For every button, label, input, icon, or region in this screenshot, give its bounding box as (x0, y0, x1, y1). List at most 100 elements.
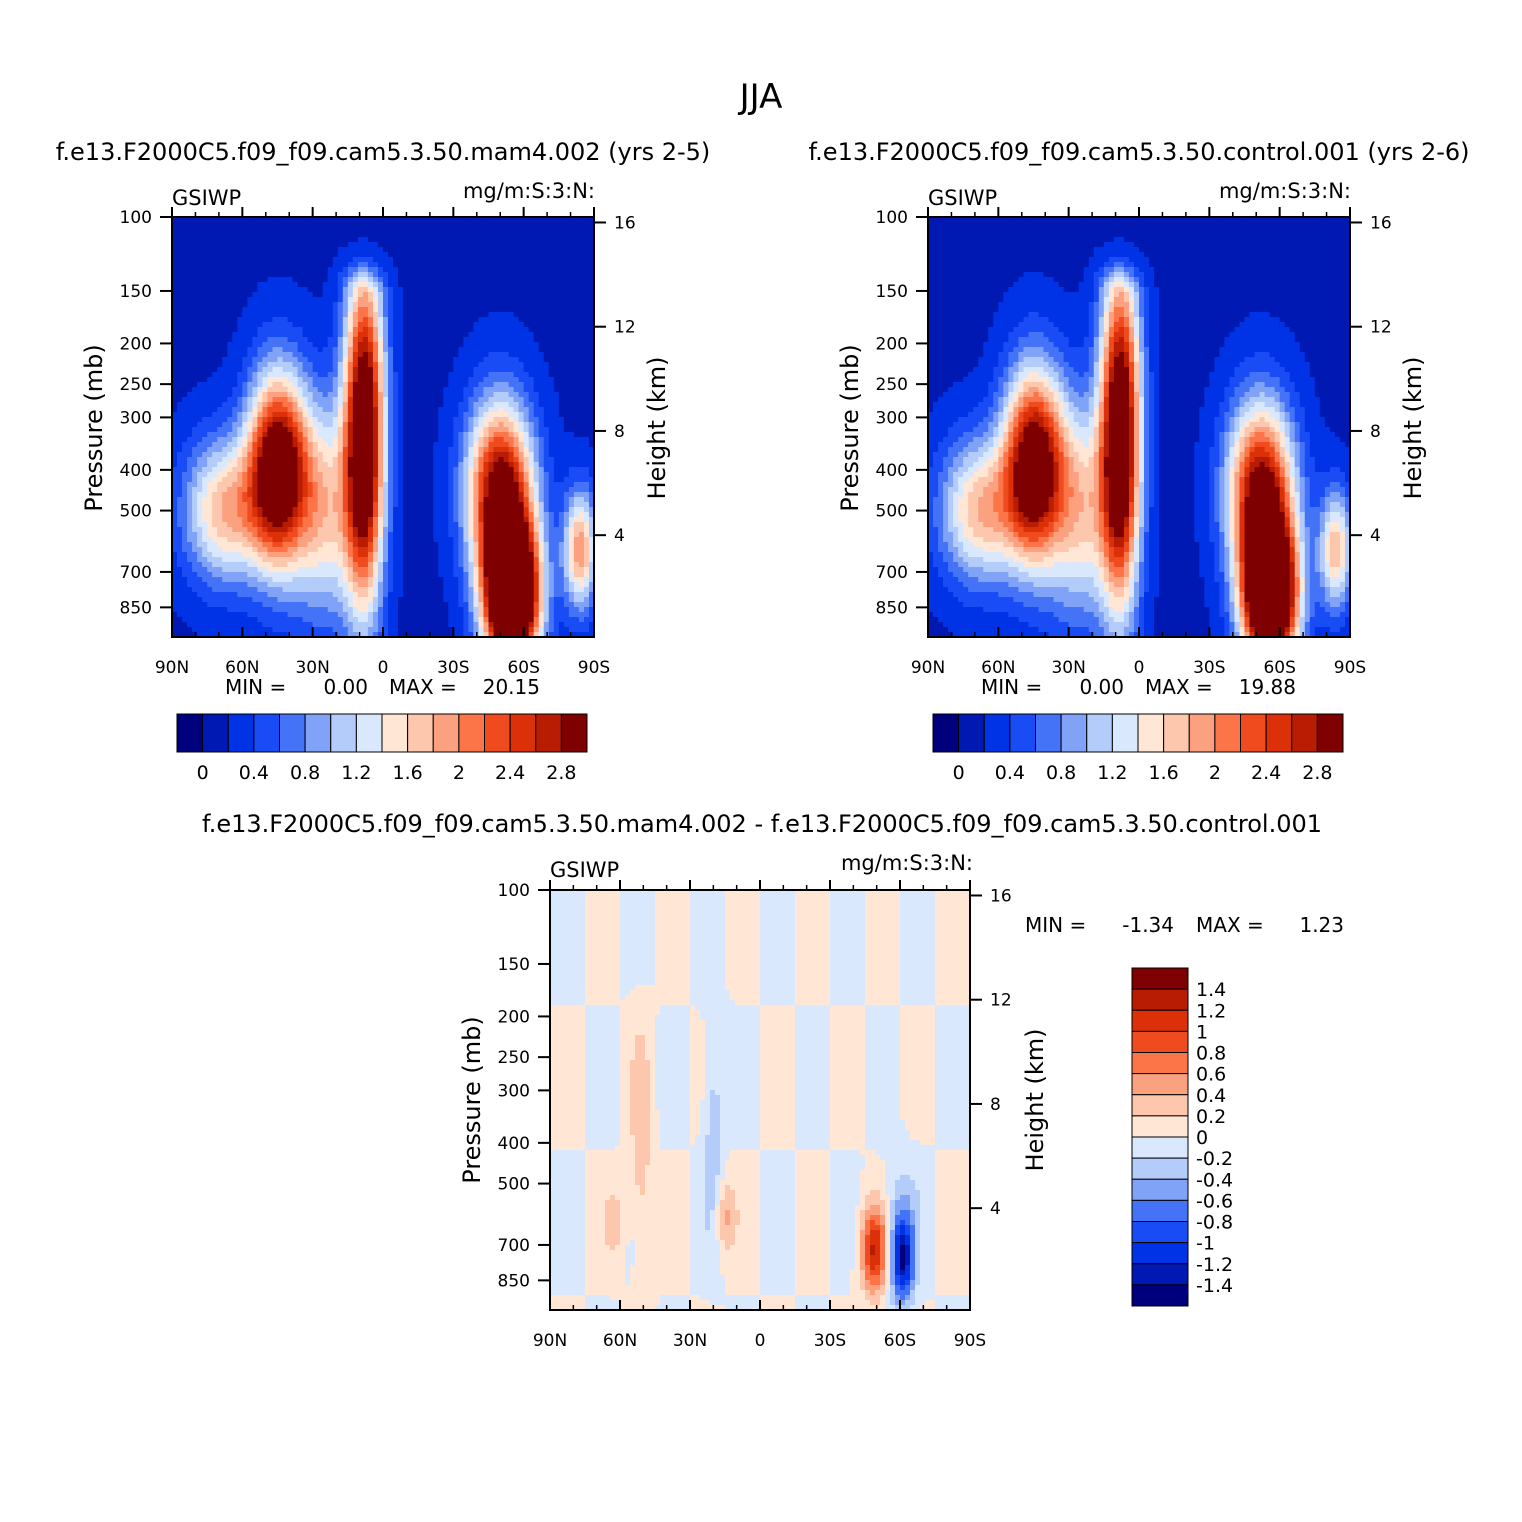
contour-cell (322, 467, 329, 473)
contour-cell (388, 307, 394, 313)
contour-cell (192, 617, 198, 623)
contour-cell (307, 542, 314, 548)
contour-cell (222, 292, 228, 298)
contour-cell (372, 532, 379, 538)
contour-cell (367, 627, 374, 633)
contour-cell (413, 447, 419, 453)
contour-cell (202, 587, 208, 593)
contour-cell (408, 237, 414, 243)
contour-cell (227, 427, 233, 433)
contour-cell (197, 452, 203, 458)
contour-cell (237, 517, 243, 523)
contour-cell (367, 622, 374, 628)
contour-cell (307, 452, 314, 458)
contour-cell (202, 492, 208, 498)
contour-cell (388, 542, 394, 548)
contour-cell (232, 412, 238, 418)
contour-cell (393, 232, 399, 238)
contour-cell (237, 367, 243, 373)
contour-cell (423, 242, 429, 248)
contour-cell (453, 577, 459, 583)
contour-cell (377, 222, 384, 228)
contour-cell (332, 542, 339, 548)
contour-cell (312, 617, 319, 623)
contour-cell (332, 612, 339, 618)
contour-cell (312, 222, 319, 228)
contour-cell (342, 337, 349, 343)
contour-cell (292, 412, 299, 418)
contour-cell (267, 487, 274, 493)
contour-cell (342, 272, 349, 278)
contour-cell (217, 557, 223, 563)
contour-cell (302, 552, 309, 558)
contour-cell (448, 262, 454, 268)
contour-cell (217, 627, 223, 633)
contour-cell (408, 367, 414, 373)
contour-cell (257, 452, 264, 458)
contour-cell (297, 237, 304, 243)
contour-cell (197, 377, 203, 383)
contour-cell (342, 317, 349, 323)
contour-cell (242, 607, 248, 613)
contour-cell (372, 562, 379, 568)
contour-cell (287, 302, 294, 308)
contour-cell (403, 512, 409, 518)
contour-cell (458, 632, 464, 637)
contour-cell (433, 427, 439, 433)
contour-cell (342, 597, 349, 603)
contour-cell (443, 402, 449, 408)
contour-cell (413, 457, 419, 463)
contour-cell (262, 392, 269, 398)
contour-cell (448, 337, 454, 343)
contour-cell (322, 217, 329, 223)
contour-cell (408, 552, 414, 558)
contour-cell (352, 417, 359, 423)
contour-cell (252, 447, 258, 453)
contour-cell (227, 632, 233, 637)
contour-cell (272, 247, 279, 253)
contour-cell (413, 597, 419, 603)
contour-cell (317, 242, 324, 248)
contour-cell (337, 487, 344, 493)
contour-cell (182, 232, 188, 238)
contour-cell (337, 322, 344, 328)
contour-cell (267, 317, 274, 323)
contour-cell (242, 622, 248, 628)
contour-cell (187, 562, 193, 568)
contour-cell (458, 432, 464, 438)
contour-cell (267, 632, 274, 637)
contour-cell (297, 492, 304, 498)
contour-cell (433, 622, 439, 628)
contour-cell (367, 227, 374, 233)
contour-cell (187, 627, 193, 633)
contour-cell (367, 247, 374, 253)
contour-cell (428, 502, 434, 508)
contour-cell (332, 577, 339, 583)
contour-cell (433, 422, 439, 428)
contour-cell (317, 607, 324, 613)
contour-cell (388, 242, 394, 248)
contour-cell (212, 402, 218, 408)
contour-cell (202, 387, 208, 393)
contour-cell (327, 452, 334, 458)
contour-cell (383, 522, 389, 528)
contour-cell (217, 282, 223, 288)
contour-cell (307, 462, 314, 468)
contour-cell (408, 282, 414, 288)
contour-cell (377, 317, 384, 323)
contour-cell (182, 387, 188, 393)
contour-cell (292, 252, 299, 258)
contour-cell (468, 307, 475, 313)
contour-cell (383, 612, 389, 618)
contour-cell (242, 292, 248, 298)
contour-cell (287, 412, 294, 418)
contour-cell (217, 362, 223, 368)
contour-cell (428, 217, 434, 223)
contour-cell (297, 477, 304, 483)
contour-cell (322, 297, 329, 303)
contour-cell (267, 582, 274, 588)
contour-cell (257, 377, 264, 383)
contour-cell (327, 222, 334, 228)
contour-cell (217, 512, 223, 518)
contour-cell (468, 347, 475, 353)
